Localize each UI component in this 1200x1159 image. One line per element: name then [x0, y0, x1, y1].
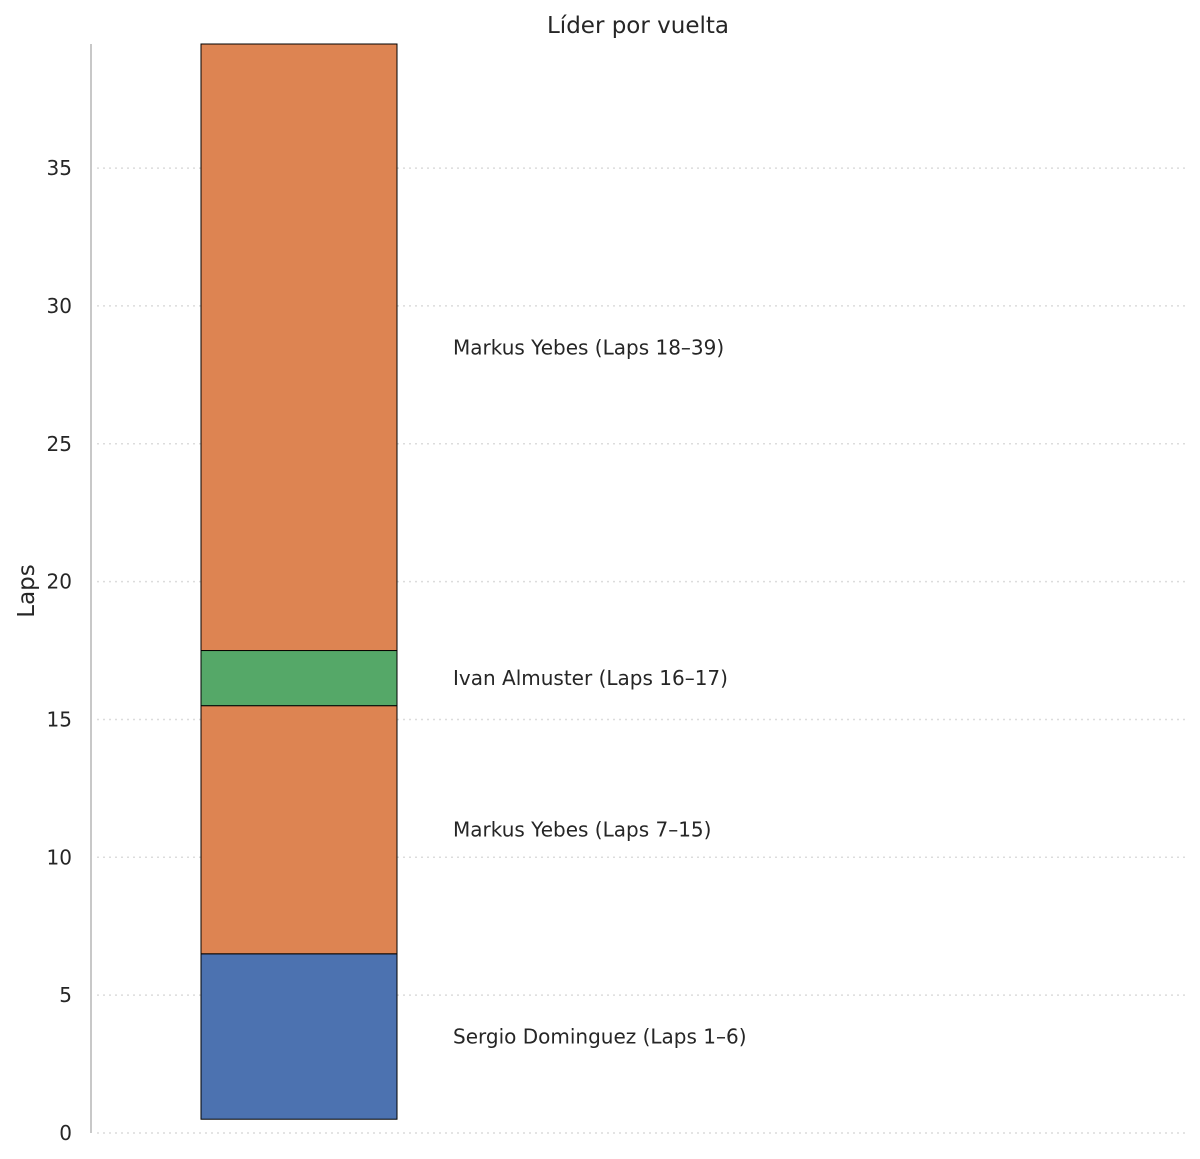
- y-tick-label: 10: [47, 845, 72, 869]
- bar-segment: [200, 953, 398, 1120]
- y-axis-ticks: 0 5 10 15 20 25 30 35: [47, 156, 72, 1145]
- y-tick-label: 30: [47, 294, 72, 318]
- bar-segment: [200, 705, 398, 955]
- y-tick-label: 5: [59, 983, 72, 1007]
- segment-label: Sergio Dominguez (Laps 1–6): [453, 1025, 747, 1049]
- y-axis-label: Laps: [14, 564, 40, 618]
- segment-label: Ivan Almuster (Laps 16–17): [453, 666, 728, 690]
- segment-label: Markus Yebes (Laps 18–39): [453, 335, 724, 359]
- y-tick-label: 0: [59, 1121, 72, 1145]
- y-tick-label: 25: [47, 432, 72, 456]
- y-tick-label: 35: [47, 156, 72, 180]
- y-tick-label: 20: [47, 570, 72, 594]
- y-tick-label: 15: [47, 707, 72, 731]
- chart-title: Líder por vuelta: [547, 13, 729, 39]
- bar-segment: [200, 43, 398, 652]
- segment-labels: Sergio Dominguez (Laps 1–6) Markus Yebes …: [453, 335, 747, 1048]
- bar-segment: [200, 650, 398, 707]
- leader-bar: [200, 43, 398, 1120]
- segment-label: Markus Yebes (Laps 7–15): [453, 818, 711, 842]
